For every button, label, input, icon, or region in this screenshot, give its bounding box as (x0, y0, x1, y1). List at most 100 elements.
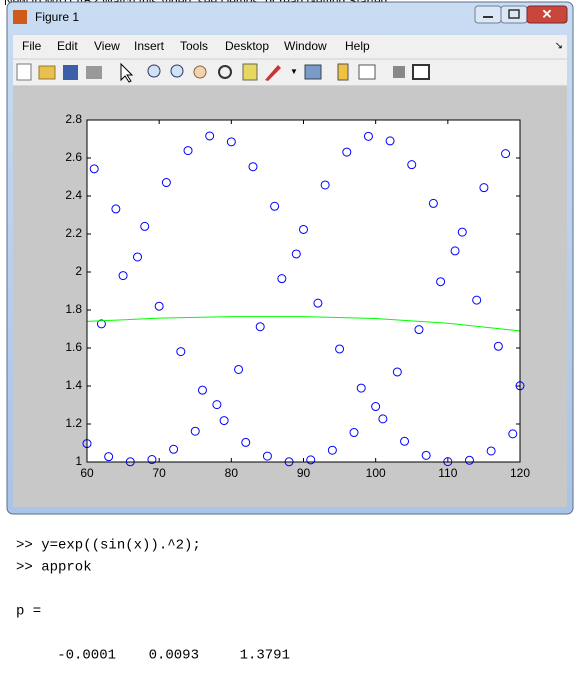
open-icon[interactable] (38, 65, 56, 80)
brush-icon[interactable] (265, 65, 281, 81)
scatter-point (320, 180, 330, 190)
rotate-icon[interactable] (218, 65, 232, 79)
pan-icon[interactable] (193, 65, 207, 79)
menu-item[interactable]: Window (284, 39, 327, 53)
scatter-point (472, 295, 482, 305)
y-tick-label: 2.4 (65, 188, 82, 202)
scatter-point (342, 147, 352, 157)
scatter-point (306, 455, 316, 465)
menu-item[interactable]: Help (345, 39, 370, 53)
scatter-point (428, 198, 438, 208)
scatter-point (392, 367, 402, 377)
scatter-point (479, 183, 489, 193)
scatter-point (234, 364, 244, 374)
scatter-point (385, 136, 395, 146)
scatter-point (147, 455, 157, 465)
minimize-button[interactable] (474, 5, 502, 24)
window-title: Figure 1 (35, 10, 79, 24)
x-tick-label: 70 (152, 466, 166, 480)
scatter-point (291, 249, 301, 259)
scatter-point (457, 227, 467, 237)
scatter-point (212, 400, 222, 410)
colorbar-icon[interactable] (337, 63, 349, 81)
axes-box (86, 119, 521, 463)
y-tick-label: 2.2 (65, 226, 82, 240)
scatter-point (205, 131, 215, 141)
save-icon[interactable] (63, 65, 78, 80)
console-coefficient: 1.3791 (240, 648, 290, 664)
scatter-point (133, 252, 143, 262)
dock-arrow[interactable]: ↘ (555, 41, 563, 52)
zoom-in-icon[interactable] (147, 64, 161, 78)
scatter-point (407, 160, 417, 170)
scatter-point (299, 224, 308, 234)
scatter-point (363, 131, 373, 141)
datacursor-icon[interactable] (242, 63, 258, 81)
hide-tools-icon[interactable] (393, 66, 405, 78)
scatter-point (154, 301, 164, 311)
menu-item[interactable]: Edit (57, 39, 78, 53)
scatter-point (327, 445, 337, 455)
scatter-point (277, 274, 287, 284)
y-tick-label: 2.6 (65, 150, 82, 164)
scatter-point (255, 322, 265, 332)
brush-dropdown[interactable]: ▼ (290, 67, 298, 76)
scatter-point (421, 450, 431, 460)
scatter-point (486, 446, 496, 456)
pointer-icon[interactable] (120, 62, 134, 83)
scatter-point (89, 164, 99, 174)
console-coefficient: -0.0001 (57, 648, 116, 664)
menu-item[interactable]: Desktop (225, 39, 269, 53)
y-tick-label: 1.2 (65, 416, 82, 430)
scatter-point (356, 383, 366, 393)
scatter-point (493, 341, 503, 351)
plot: 60 70 80 90 100 110 120 1 1.2 1.4 1.6 1.8 2 2.2 2.4 2.6… (65, 112, 530, 480)
x-tick-label: 80 (225, 466, 239, 480)
y-tick-label: 2 (75, 264, 82, 278)
menu-bar: File Edit View Insert Tools Desktop Window Help (22, 39, 370, 53)
scatter-point (464, 455, 474, 465)
zoom-out-icon[interactable] (170, 64, 184, 78)
menu-item[interactable]: Insert (134, 39, 165, 53)
scatter-point (371, 402, 381, 412)
legend-icon[interactable] (358, 64, 376, 80)
maximize-button[interactable] (500, 5, 528, 24)
link-icon[interactable] (304, 64, 322, 80)
x-tick-label: 100 (366, 466, 386, 480)
scatter-point (450, 246, 460, 256)
console-line: p = (16, 604, 41, 620)
menu-item[interactable]: File (22, 39, 42, 53)
close-glyph: ✕ (542, 6, 553, 21)
new-icon[interactable] (16, 63, 32, 81)
scatter-point (248, 162, 258, 172)
x-tick-label: 120 (510, 466, 530, 480)
console-coefficient: 0.0093 (149, 648, 199, 664)
scatter-point (414, 325, 424, 335)
scatter-point (508, 429, 518, 439)
scatter-point (197, 385, 207, 395)
close-button[interactable] (526, 5, 568, 24)
x-tick-label: 110 (438, 466, 457, 480)
scatter-point (96, 319, 106, 329)
scatter-point (378, 414, 388, 424)
scatter-point (270, 201, 280, 211)
scatter-point (501, 149, 511, 159)
scatter-point (226, 137, 236, 147)
scatter-point (400, 436, 410, 446)
scatter-point (104, 452, 114, 462)
y-tick-label: 1.8 (65, 302, 82, 316)
scatter-point (169, 444, 179, 454)
maximize-glyph (508, 9, 520, 19)
toolbar: ▼ (16, 62, 430, 83)
scatter-point (190, 426, 200, 436)
console-line: >> y=exp((sin(x)).^2); (16, 538, 201, 554)
y-tick-label: 1 (75, 454, 82, 468)
menu-item[interactable]: Tools (180, 39, 208, 53)
scatter-point (176, 347, 186, 357)
print-icon[interactable] (86, 66, 102, 79)
x-tick-label: 90 (297, 466, 311, 480)
show-tools-icon[interactable] (412, 64, 430, 80)
menu-item[interactable]: View (94, 39, 120, 53)
